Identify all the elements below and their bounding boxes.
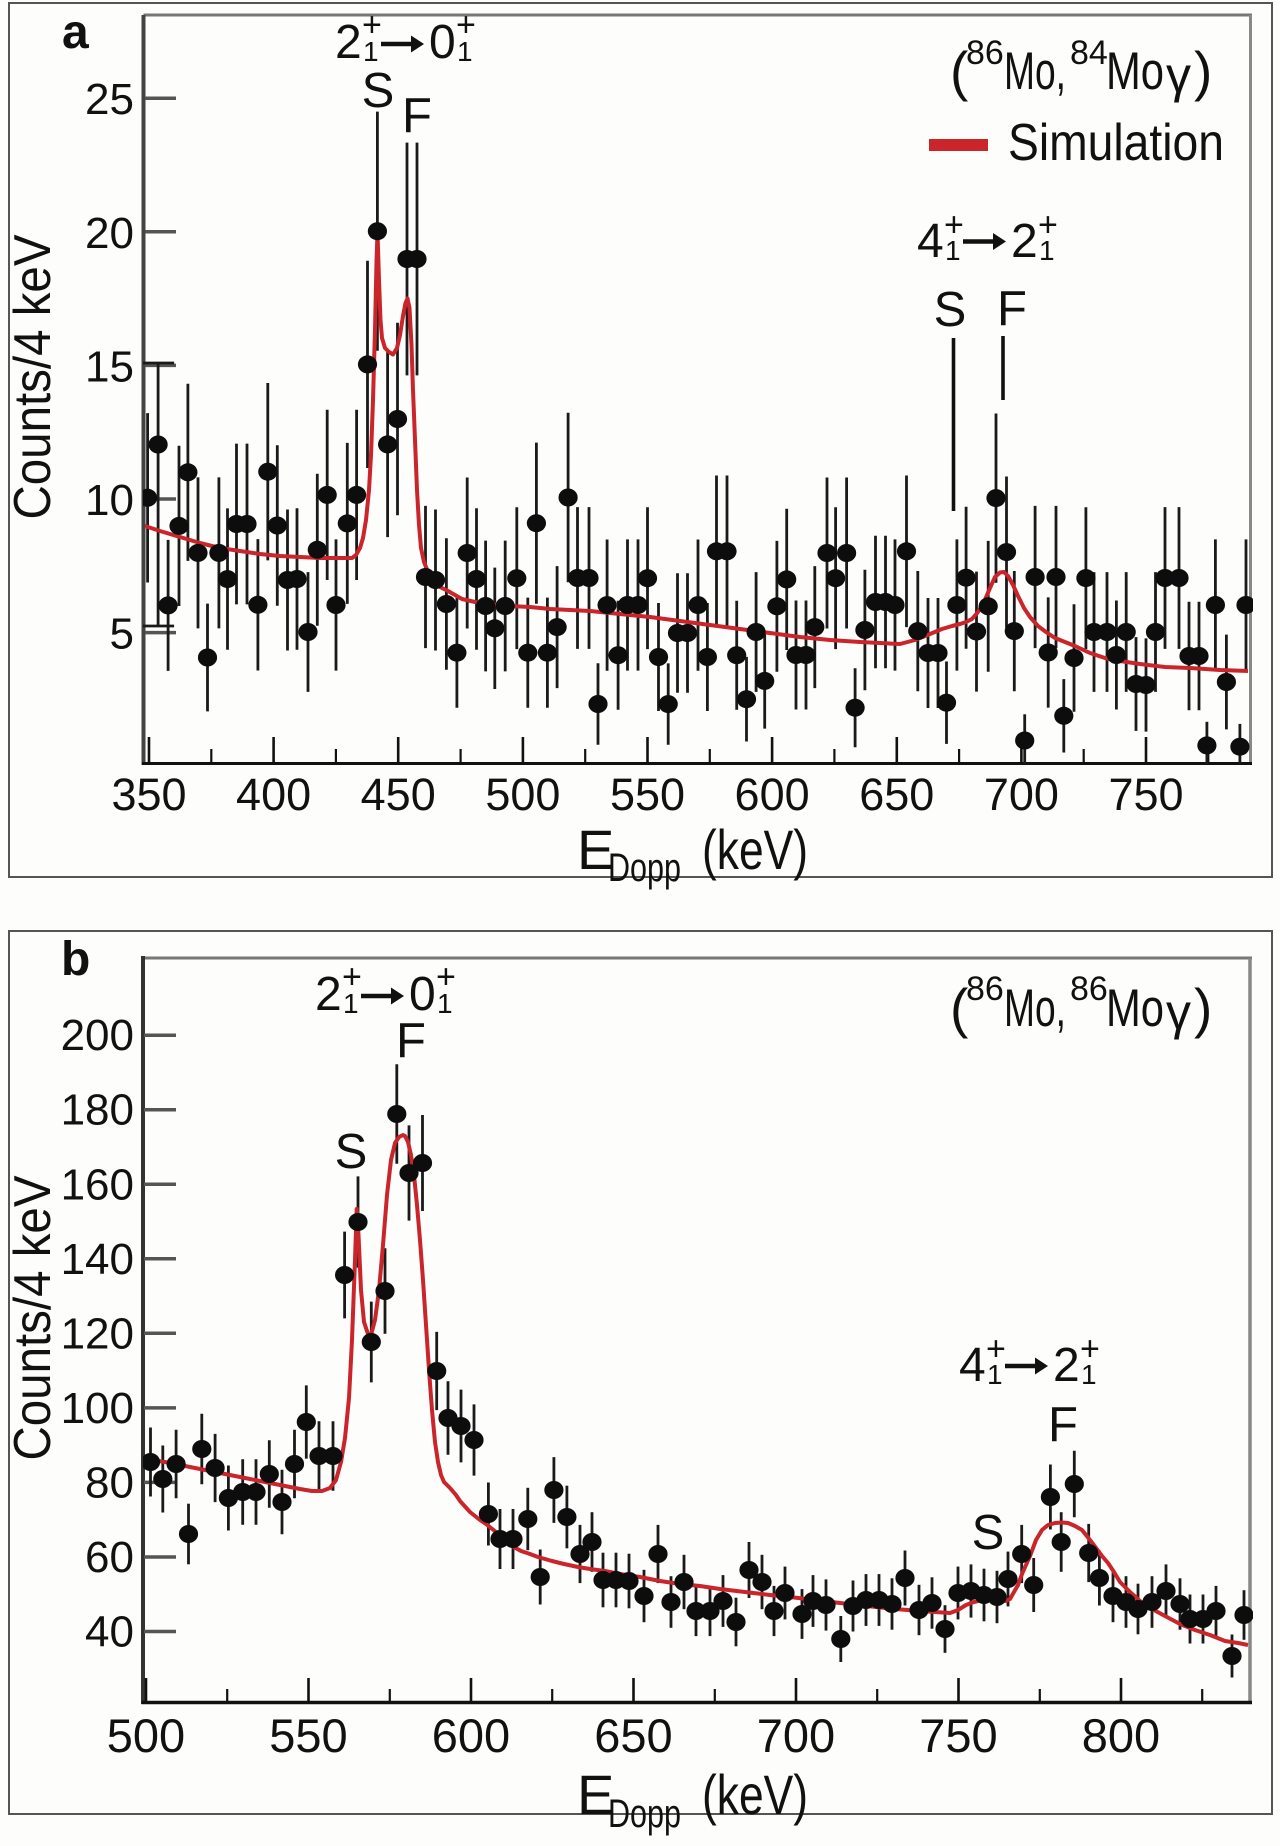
svg-text:S: S (972, 1506, 1005, 1560)
svg-text:10: 10 (85, 476, 134, 525)
svg-text:1: 1 (1081, 1359, 1097, 1390)
svg-text:86: 86 (1070, 970, 1108, 1008)
svg-text:800: 800 (1082, 1709, 1160, 1762)
svg-text:5: 5 (110, 610, 134, 659)
svg-text:(keV): (keV) (702, 1763, 808, 1826)
svg-text:650: 650 (859, 769, 934, 820)
svg-text:700: 700 (984, 769, 1059, 820)
svg-text:350: 350 (111, 769, 186, 820)
svg-text:60: 60 (85, 1533, 134, 1582)
svg-text:550: 550 (269, 1709, 347, 1762)
svg-text:160: 160 (61, 1160, 134, 1209)
svg-text:Mo: Mo (1106, 42, 1164, 101)
svg-text:86: 86 (966, 970, 1004, 1008)
svg-text:F: F (402, 89, 432, 143)
svg-text:(keV): (keV) (702, 818, 808, 881)
svg-text:S: S (934, 283, 967, 337)
svg-text:1: 1 (457, 36, 473, 67)
svg-text:2: 2 (335, 16, 362, 69)
svg-text:): ) (1194, 977, 1212, 1039)
svg-text:450: 450 (361, 769, 436, 820)
svg-text:+: + (436, 958, 456, 996)
svg-text:4: 4 (959, 1339, 986, 1392)
svg-text:E: E (577, 818, 614, 881)
svg-text:F: F (997, 282, 1027, 336)
svg-text:Counts/4 keV: Counts/4 keV (4, 234, 62, 519)
svg-text:2: 2 (1053, 1339, 1080, 1392)
svg-text:500: 500 (107, 1709, 185, 1762)
svg-text:1: 1 (1039, 235, 1055, 266)
svg-text:0: 0 (409, 968, 436, 1021)
svg-text:25: 25 (85, 75, 134, 124)
svg-text:): ) (1194, 40, 1212, 102)
svg-text:1: 1 (363, 36, 379, 67)
svg-text:Dopp: Dopp (608, 1792, 681, 1836)
svg-text:86: 86 (966, 34, 1004, 72)
svg-text:40: 40 (85, 1608, 134, 1657)
svg-text:500: 500 (485, 769, 560, 820)
svg-text:600: 600 (432, 1709, 510, 1762)
svg-text:Mo: Mo (1106, 979, 1164, 1038)
svg-text:180: 180 (61, 1086, 134, 1135)
svg-text:2: 2 (1011, 215, 1038, 268)
svg-text:0: 0 (429, 16, 456, 69)
svg-text:550: 550 (610, 769, 685, 820)
svg-text:+: + (362, 6, 382, 44)
svg-text:84: 84 (1070, 34, 1108, 72)
svg-text:400: 400 (236, 769, 311, 820)
svg-text:+: + (986, 1330, 1006, 1368)
svg-text:120: 120 (61, 1309, 134, 1358)
svg-text:1: 1 (945, 235, 961, 266)
svg-text:Dopp: Dopp (608, 846, 681, 890)
svg-text:Mo,: Mo, (1004, 42, 1066, 101)
svg-text:15: 15 (85, 342, 134, 391)
svg-text:2: 2 (315, 968, 342, 1021)
svg-text:+: + (944, 206, 964, 244)
svg-text:+: + (1038, 206, 1058, 244)
svg-text:S: S (362, 64, 395, 118)
svg-text:+: + (456, 6, 476, 44)
svg-text:200: 200 (61, 1011, 134, 1060)
svg-text:1: 1 (343, 988, 359, 1019)
svg-text:700: 700 (757, 1709, 835, 1762)
svg-text:750: 750 (1108, 769, 1183, 820)
svg-text:1: 1 (987, 1359, 1003, 1390)
svg-text:20: 20 (85, 209, 134, 258)
svg-text:a: a (62, 6, 89, 59)
svg-text:+: + (1080, 1330, 1100, 1368)
svg-text:Counts/4 keV: Counts/4 keV (4, 1175, 62, 1460)
svg-text:(: ( (950, 40, 968, 102)
svg-text:E: E (577, 1763, 614, 1826)
svg-text:750: 750 (919, 1709, 997, 1762)
svg-text:(: ( (950, 977, 968, 1039)
svg-text:650: 650 (594, 1709, 672, 1762)
svg-text:F: F (396, 1014, 426, 1068)
svg-text:γ: γ (1166, 984, 1191, 1040)
svg-text:b: b (61, 933, 90, 986)
svg-text:80: 80 (85, 1458, 134, 1507)
svg-text:γ: γ (1166, 47, 1191, 103)
svg-text:140: 140 (61, 1235, 134, 1284)
svg-text:F: F (1048, 1398, 1078, 1452)
svg-text:600: 600 (735, 769, 810, 820)
svg-text:4: 4 (917, 215, 944, 268)
svg-text:Simulation: Simulation (1008, 114, 1224, 172)
svg-text:100: 100 (61, 1384, 134, 1433)
svg-text:Mo,: Mo, (1004, 979, 1066, 1038)
svg-text:+: + (342, 958, 362, 996)
svg-text:1: 1 (437, 988, 453, 1019)
svg-text:S: S (335, 1125, 368, 1179)
